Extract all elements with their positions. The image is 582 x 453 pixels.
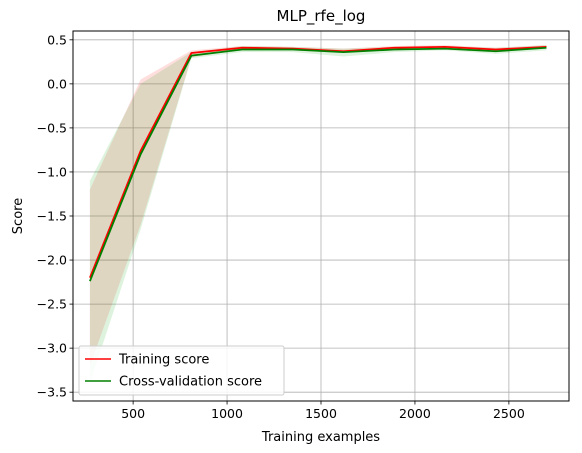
y-tick-label: −1.5 bbox=[37, 209, 67, 224]
legend: Training score Cross-validation score bbox=[78, 345, 285, 396]
y-tick-label: 0.0 bbox=[47, 76, 67, 91]
y-tick-label: −2.0 bbox=[37, 253, 67, 268]
y-axis-label: Score bbox=[11, 198, 26, 234]
x-tick-label: 2000 bbox=[399, 406, 431, 421]
axis-ticks: 500 1000 1500 2000 2500 0.5 0.0 −0.5 −1.0 −1.5 −2.… bbox=[37, 32, 525, 421]
x-tick-label: 500 bbox=[121, 406, 145, 421]
y-tick-label: −1.0 bbox=[37, 164, 67, 179]
y-tick-label: 0.5 bbox=[47, 32, 67, 47]
cross-validation-score-band bbox=[89, 45, 547, 384]
grid bbox=[73, 31, 569, 401]
cross-validation-score-line bbox=[89, 46, 547, 282]
x-tick-label: 1000 bbox=[211, 406, 243, 421]
legend-label-training: Training score bbox=[118, 353, 209, 368]
x-tick-label: 2500 bbox=[493, 406, 525, 421]
y-tick-label: −2.5 bbox=[37, 297, 67, 312]
x-axis-label: Training examples bbox=[261, 430, 380, 445]
legend-box bbox=[78, 345, 285, 396]
score-lines bbox=[89, 45, 547, 282]
legend-label-cross-validation: Cross-validation score bbox=[119, 375, 262, 390]
y-tick-label: −3.5 bbox=[37, 385, 67, 400]
chart-title: MLP_rfe_log bbox=[277, 7, 366, 26]
score-bands bbox=[89, 45, 547, 384]
y-tick-label: −0.5 bbox=[37, 120, 67, 135]
x-tick-label: 1500 bbox=[305, 406, 337, 421]
y-tick-label: −3.0 bbox=[37, 341, 67, 356]
